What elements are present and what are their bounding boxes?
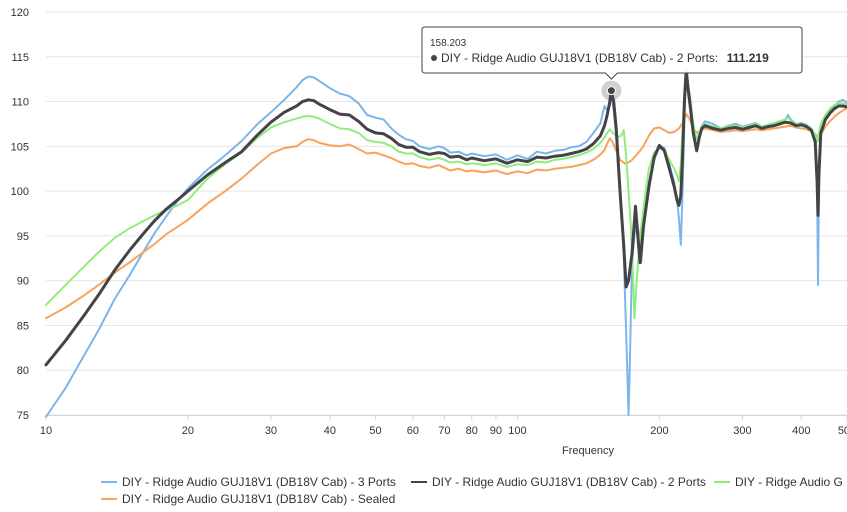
y-tick-label-110: 110 [11, 97, 29, 109]
legend-label-1: DIY - Ridge Audio GUJ18V1 (DB18V Cab) - … [122, 475, 396, 489]
x-tick-label-400: 400 [792, 425, 810, 437]
x-axis-tick-labels: 10 20 30 40 50 60 70 80 90 100 200 300 400 500 [40, 415, 847, 437]
tooltip: 158.203 DIY - Ridge Audio GUJ18V1 (DB18V… [421, 26, 803, 80]
x-tick-label-10: 10 [40, 425, 52, 437]
tooltip-series-line: DIY - Ridge Audio GUJ18V1 (DB18V Cab) - … [441, 49, 769, 66]
plot-area[interactable] [44, 66, 847, 418]
legend-label-3: DIY - Ridge Audio G [735, 475, 843, 489]
x-tick-label-500: 500 [838, 425, 847, 437]
x-tick-label-20: 20 [182, 425, 194, 437]
tooltip-x-value: 158.203 [430, 38, 467, 49]
y-tick-label-95: 95 [17, 231, 29, 243]
x-tick-label-200: 200 [650, 425, 668, 437]
legend-label-4: DIY - Ridge Audio GUJ18V1 (DB18V Cab) - … [122, 492, 395, 506]
series-line-4[interactable] [45, 73, 847, 320]
y-tick-label-80: 80 [17, 365, 29, 377]
legend: DIY - Ridge Audio GUJ18V1 (DB18V Cab) - … [101, 475, 843, 506]
legend-item-4[interactable]: DIY - Ridge Audio GUJ18V1 (DB18V Cab) - … [101, 492, 395, 506]
x-tick-label-30: 30 [265, 425, 277, 437]
x-tick-label-80: 80 [466, 425, 478, 437]
x-tick-label-60: 60 [407, 425, 419, 437]
tooltip-series-dot [431, 55, 437, 61]
y-tick-label-90: 90 [17, 276, 29, 288]
hover-point [606, 86, 616, 96]
legend-item-2[interactable]: DIY - Ridge Audio GUJ18V1 (DB18V Cab) - … [411, 475, 706, 489]
x-axis-title: Frequency [562, 445, 614, 457]
y-tick-label-100: 100 [11, 186, 29, 198]
y-tick-label-115: 115 [11, 52, 29, 64]
y-axis-tick-labels: 75 80 85 90 95 100 105 110 115 120 [11, 7, 29, 422]
y-tick-label-75: 75 [17, 410, 29, 422]
series-line-2[interactable] [44, 67, 847, 367]
tooltip-box [421, 26, 803, 80]
y-tick-label-120: 120 [11, 7, 29, 19]
legend-item-1[interactable]: DIY - Ridge Audio GUJ18V1 (DB18V Cab) - … [101, 475, 396, 489]
series-lines [44, 66, 847, 418]
series-line-3[interactable] [45, 106, 847, 320]
x-tick-label-300: 300 [733, 425, 751, 437]
x-tick-label-70: 70 [438, 425, 450, 437]
y-tick-label-105: 105 [11, 141, 29, 153]
legend-item-3[interactable]: DIY - Ridge Audio G [714, 475, 843, 489]
hover-marker [601, 80, 622, 101]
x-tick-label-90: 90 [490, 425, 502, 437]
series-line-1[interactable] [45, 66, 847, 418]
legend-label-2: DIY - Ridge Audio GUJ18V1 (DB18V Cab) - … [432, 475, 706, 489]
x-tick-label-40: 40 [324, 425, 336, 437]
x-tick-label-100: 100 [508, 425, 526, 437]
y-tick-label-85: 85 [17, 320, 29, 332]
tooltip-series-name: DIY - Ridge Audio GUJ18V1 (DB18V Cab) - … [441, 51, 718, 65]
x-tick-label-50: 50 [369, 425, 381, 437]
tooltip-series-value: 111.219 [727, 51, 769, 65]
